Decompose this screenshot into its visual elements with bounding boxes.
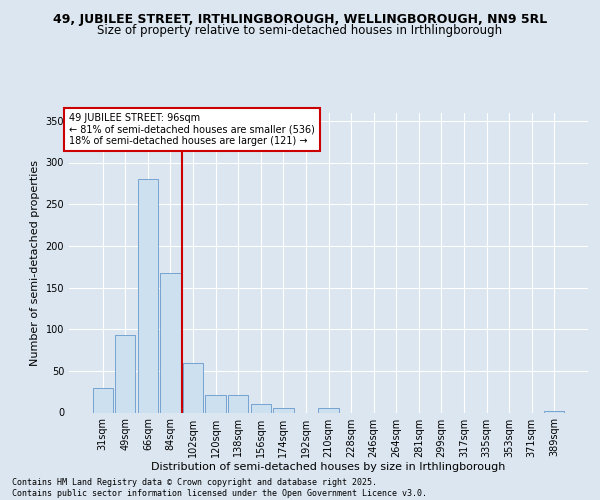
Text: Contains HM Land Registry data © Crown copyright and database right 2025.
Contai: Contains HM Land Registry data © Crown c…: [12, 478, 427, 498]
Bar: [251, 404, 271, 412]
Bar: [319, 408, 338, 412]
Bar: [273, 408, 293, 412]
Text: 49 JUBILEE STREET: 96sqm
← 81% of semi-detached houses are smaller (536)
18% of : 49 JUBILEE STREET: 96sqm ← 81% of semi-d…: [69, 112, 315, 146]
Bar: [205, 395, 226, 412]
Y-axis label: Number of semi-detached properties: Number of semi-detached properties: [30, 160, 40, 366]
Bar: [115, 335, 136, 412]
Bar: [138, 179, 158, 412]
Bar: [228, 395, 248, 412]
Bar: [92, 388, 113, 412]
Text: 49, JUBILEE STREET, IRTHLINGBOROUGH, WELLINGBOROUGH, NN9 5RL: 49, JUBILEE STREET, IRTHLINGBOROUGH, WEL…: [53, 12, 547, 26]
Bar: [544, 411, 565, 412]
Bar: [183, 362, 203, 412]
X-axis label: Distribution of semi-detached houses by size in Irthlingborough: Distribution of semi-detached houses by …: [151, 462, 506, 472]
Text: Size of property relative to semi-detached houses in Irthlingborough: Size of property relative to semi-detach…: [97, 24, 503, 37]
Bar: [160, 274, 181, 412]
